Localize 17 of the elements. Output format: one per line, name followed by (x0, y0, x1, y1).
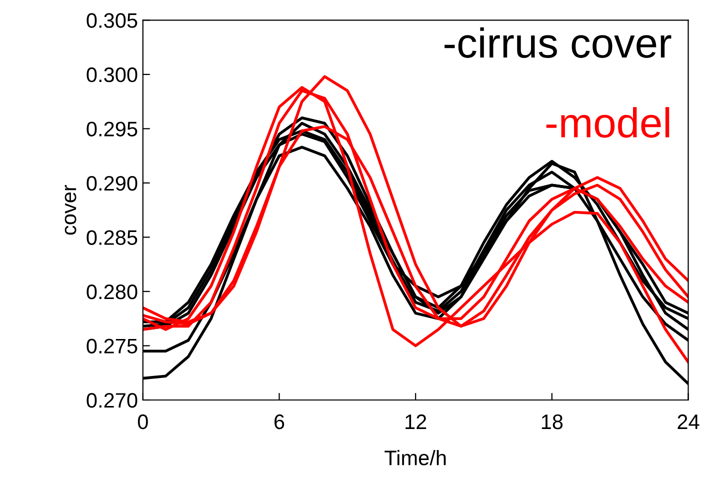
x-tick-label: 18 (542, 414, 563, 430)
y-tick-label: 0.305 (86, 13, 138, 28)
x-tick-label: 24 (678, 414, 700, 429)
series-label: -model (546, 107, 670, 138)
y-tick-label: 0.280 (86, 284, 138, 300)
y-tick-label: 0.295 (86, 122, 138, 136)
x-tick-label: 12 (406, 414, 426, 429)
y-tick-label: 0.275 (86, 338, 138, 354)
x-tick-label: 6 (274, 414, 284, 430)
y-tick-label: 0.300 (86, 67, 138, 82)
text: -cirrus cover (444, 27, 672, 58)
y-tick-label: 0.270 (86, 392, 138, 408)
x-axis-title: Time/h (384, 450, 446, 466)
x-tick-label: 0 (138, 414, 148, 430)
y-tick-label: 0.290 (86, 176, 138, 191)
y-tick-label: 0.285 (86, 230, 138, 245)
y-axis-title: cover (64, 184, 76, 235)
